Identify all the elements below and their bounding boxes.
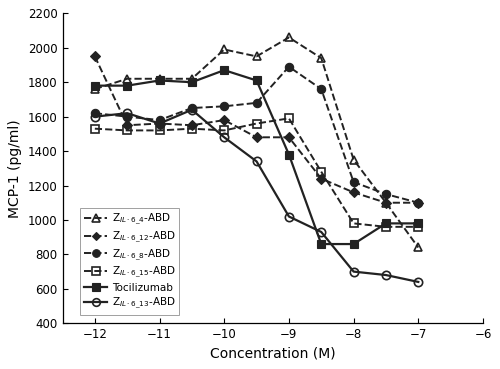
Legend: Z$_{IL\cdot6\_4}$-ABD, Z$_{IL\cdot6\_12}$-ABD, Z$_{IL\cdot6\_8}$-ABD, Z$_{IL\cdo: Z$_{IL\cdot6\_4}$-ABD, Z$_{IL\cdot6\_12}… bbox=[80, 208, 180, 315]
X-axis label: Concentration (M): Concentration (M) bbox=[210, 346, 336, 361]
Y-axis label: MCP-1 (pg/ml): MCP-1 (pg/ml) bbox=[8, 119, 22, 218]
